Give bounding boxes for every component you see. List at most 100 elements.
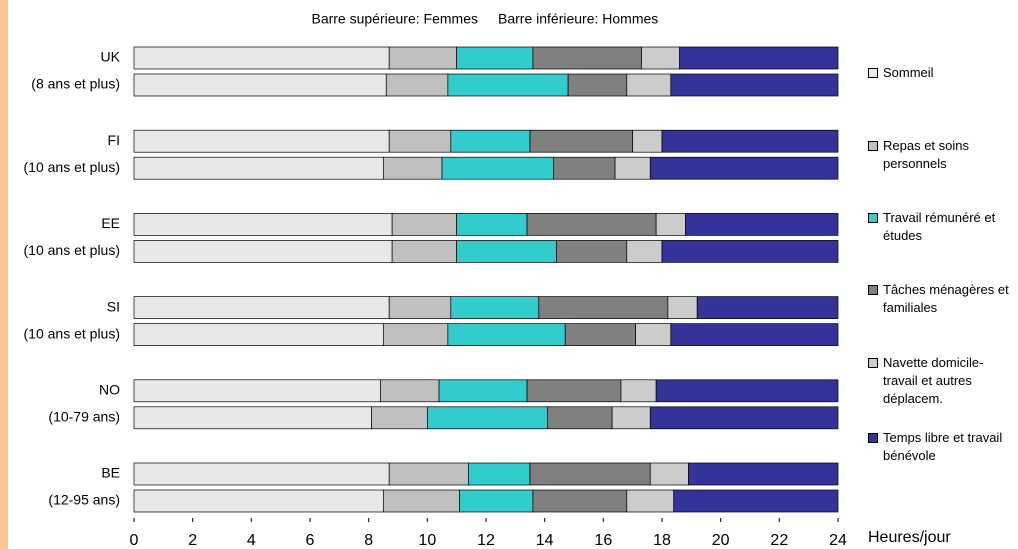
x-tick-label: 16 bbox=[594, 532, 612, 549]
y-tick-label: (10-79 ans) bbox=[48, 409, 120, 425]
legend-item: Sommeil bbox=[868, 64, 1016, 82]
side-strip bbox=[0, 0, 8, 549]
bar-segment bbox=[547, 406, 613, 430]
bar-segment bbox=[641, 46, 680, 70]
bar-segment bbox=[532, 489, 628, 513]
bar-segment bbox=[133, 489, 384, 513]
y-tick-label: EE bbox=[101, 215, 120, 231]
bar-segment bbox=[388, 462, 469, 486]
bar-segment bbox=[133, 73, 387, 97]
bar-segment bbox=[456, 213, 528, 236]
bar-segment bbox=[447, 73, 569, 97]
bar-segment bbox=[382, 156, 443, 180]
y-tick-label: (10 ans et plus) bbox=[24, 325, 121, 341]
y-tick-label: NO bbox=[99, 382, 120, 398]
bar-segment bbox=[529, 462, 651, 486]
bar-segment bbox=[614, 156, 651, 180]
bar-segment bbox=[391, 213, 458, 236]
bar-segment bbox=[133, 379, 381, 403]
bar-segment bbox=[670, 73, 839, 97]
bar-segment bbox=[626, 489, 675, 513]
legend-swatch bbox=[868, 213, 878, 223]
bar-segment bbox=[133, 406, 372, 430]
x-tick-label: 24 bbox=[829, 532, 847, 549]
bar-segment bbox=[649, 406, 839, 430]
bar-segment bbox=[526, 379, 622, 403]
y-tick-label: FI bbox=[108, 132, 120, 148]
bar-segment bbox=[380, 379, 440, 403]
legend-label: Navette domicile-travail et autres dépla… bbox=[883, 355, 984, 406]
bar-segment bbox=[450, 129, 531, 153]
bar-segment bbox=[661, 240, 839, 263]
bar-segment bbox=[426, 406, 548, 430]
bar-segment bbox=[526, 213, 657, 236]
bar-segment bbox=[538, 296, 669, 319]
bar-segment bbox=[649, 462, 689, 486]
x-tick-label: 10 bbox=[418, 532, 436, 549]
bar-segment bbox=[567, 73, 628, 97]
bar-segment bbox=[133, 213, 393, 236]
bar-segment bbox=[529, 129, 634, 153]
x-tick-label: 22 bbox=[770, 532, 788, 549]
legend-swatch bbox=[868, 433, 878, 443]
y-tick-label: (10 ans et plus) bbox=[24, 242, 121, 258]
y-tick-label: UK bbox=[101, 49, 121, 65]
annotation: Barre supérieure: Femmes bbox=[311, 11, 478, 27]
bar-segment bbox=[133, 46, 390, 70]
bar-segment bbox=[382, 489, 460, 513]
y-tick-label: BE bbox=[101, 465, 120, 481]
y-tick-label: (12-95 ans) bbox=[48, 492, 120, 508]
bar-segment bbox=[441, 156, 554, 180]
bar-segment bbox=[133, 240, 393, 263]
bar-segment bbox=[661, 129, 839, 153]
bar-segment bbox=[620, 379, 657, 403]
legend-item: Temps libre et travail bénévole bbox=[868, 429, 1016, 465]
annotation: Barre inférieure: Hommes bbox=[498, 11, 658, 27]
bar-segment bbox=[632, 129, 663, 153]
x-tick-label: 4 bbox=[247, 532, 256, 549]
y-tick-label: (8 ans et plus) bbox=[31, 76, 120, 92]
bar-segment bbox=[679, 46, 839, 70]
bar-segment bbox=[133, 323, 384, 346]
bar-segment bbox=[391, 240, 458, 263]
legend-swatch bbox=[868, 285, 878, 295]
bar-segment bbox=[670, 323, 839, 346]
y-tick-label: (10 ans et plus) bbox=[24, 159, 121, 175]
legend-label: Tâches ménagères et familiales bbox=[883, 282, 1009, 315]
legend-item: Travail rémunéré et études bbox=[868, 209, 1016, 245]
legend-label: Repas et soins personnels bbox=[883, 138, 969, 171]
bar-segment bbox=[626, 240, 663, 263]
bar-segment bbox=[553, 156, 616, 180]
x-tick-label: 18 bbox=[653, 532, 671, 549]
legend-swatch bbox=[868, 68, 878, 78]
bar-segment bbox=[133, 296, 390, 319]
legend-swatch bbox=[868, 141, 878, 151]
legend-item: Repas et soins personnels bbox=[868, 137, 1016, 173]
bar-segment bbox=[673, 489, 839, 513]
bar-segment bbox=[456, 46, 534, 70]
bar-segment bbox=[667, 296, 698, 319]
bar-segment bbox=[649, 156, 839, 180]
bar-segment bbox=[133, 156, 384, 180]
bar-segment bbox=[133, 129, 390, 153]
bar-segment bbox=[447, 323, 566, 346]
x-tick-label: 6 bbox=[306, 532, 315, 549]
bar-segment bbox=[388, 296, 452, 319]
bar-segment bbox=[133, 462, 390, 486]
x-axis-label: Heures/jour bbox=[868, 529, 951, 546]
legend-label: Temps libre et travail bénévole bbox=[883, 430, 1003, 463]
bar-segment bbox=[371, 406, 428, 430]
legend-swatch bbox=[868, 358, 878, 368]
x-tick-label: 12 bbox=[477, 532, 495, 549]
bar-segment bbox=[388, 129, 452, 153]
bar-segment bbox=[438, 379, 528, 403]
y-tick-label: SI bbox=[107, 298, 120, 314]
bar-segment bbox=[655, 213, 686, 236]
bar-segment bbox=[456, 240, 557, 263]
bar-segment bbox=[382, 323, 449, 346]
bar-segment bbox=[468, 462, 531, 486]
bar-segment bbox=[685, 213, 839, 236]
x-tick-label: 2 bbox=[188, 532, 197, 549]
